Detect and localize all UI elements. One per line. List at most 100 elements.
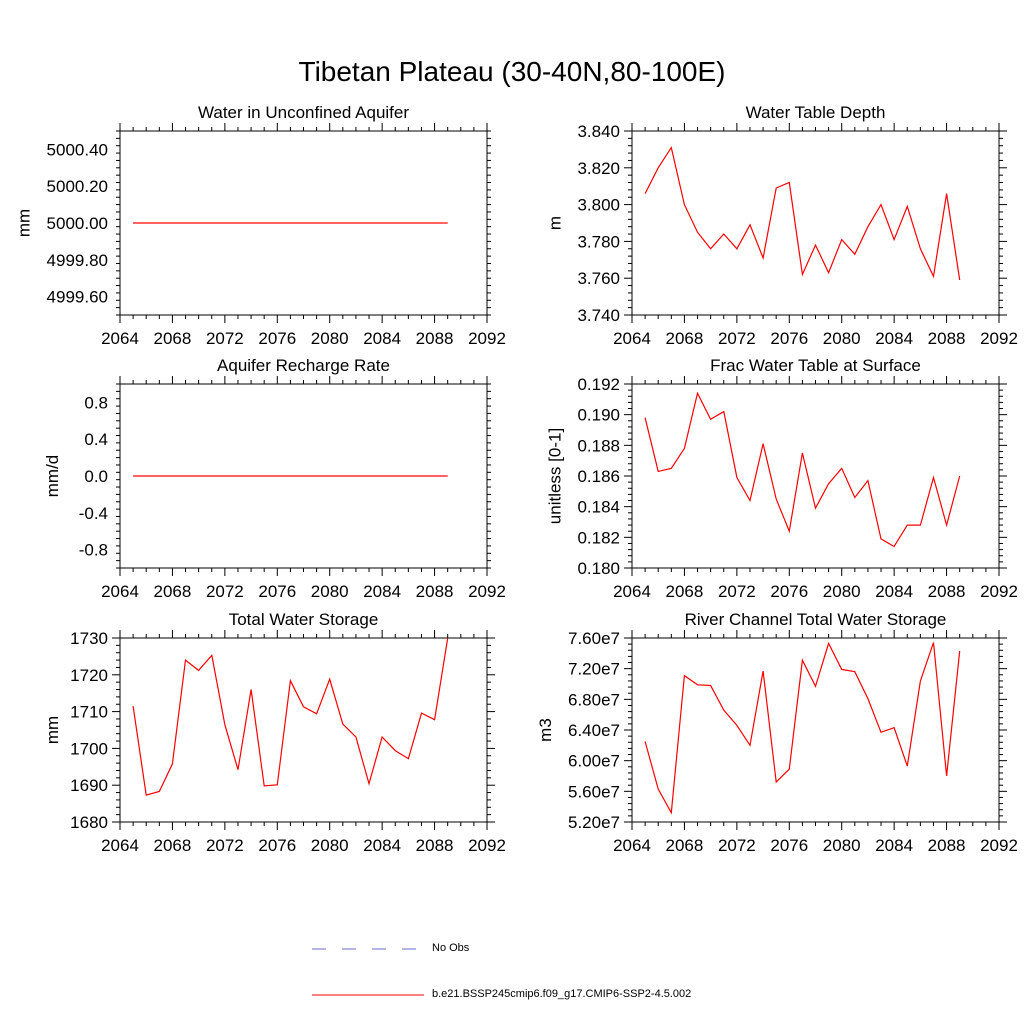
data-point: [421, 712, 423, 714]
data-point: [657, 788, 659, 790]
x-tick-label: 2092: [980, 329, 1018, 348]
y-tick-label: 3.840: [577, 122, 620, 141]
x-tick-label: 2088: [928, 329, 966, 348]
series-line: [644, 641, 961, 815]
data-point: [802, 452, 804, 454]
y-axis-label: m: [546, 216, 565, 230]
chart-title: Frac Water Table at Surface: [710, 356, 921, 375]
x-tick-label: 2088: [416, 836, 454, 855]
y-tick-label: 3.760: [577, 269, 620, 288]
y-tick-label: 5000.20: [47, 177, 108, 196]
chart-title: Water in Unconfined Aquifer: [198, 103, 409, 122]
data-point: [290, 680, 292, 682]
x-tick-label: 2080: [311, 836, 349, 855]
data-point: [355, 736, 357, 738]
y-tick-label: 6.00e7: [568, 752, 620, 771]
data-point: [697, 392, 699, 394]
y-tick-label: 6.40e7: [568, 721, 620, 740]
data-point: [828, 483, 830, 485]
x-tick-label: 2092: [980, 836, 1018, 855]
data-point: [671, 468, 673, 470]
data-point: [880, 538, 882, 540]
data-point: [684, 204, 686, 206]
data-point: [447, 222, 449, 224]
y-tick-label: 5.20e7: [568, 813, 620, 832]
data-point: [263, 785, 265, 787]
data-point: [959, 279, 961, 281]
data-point: [959, 475, 961, 477]
data-point: [736, 477, 738, 479]
data-point: [867, 698, 869, 700]
data-point: [933, 642, 935, 644]
y-axis-label: mm/d: [43, 455, 62, 498]
data-point: [802, 274, 804, 276]
data-point: [697, 684, 699, 686]
y-tick-label: 0.4: [84, 430, 108, 449]
data-point: [920, 248, 922, 250]
chart-panel-3: Aquifer Recharge Rate 2064 2068 2072 2076 208…: [43, 356, 506, 601]
x-tick-label: 2076: [258, 582, 296, 601]
data-point: [224, 724, 226, 726]
y-tick-label: 5.60e7: [568, 782, 620, 801]
x-tick-label: 2076: [770, 582, 808, 601]
x-tick-label: 2064: [101, 329, 139, 348]
x-tick-label: 2072: [206, 836, 244, 855]
data-point: [368, 783, 370, 785]
data-point: [316, 713, 318, 715]
data-point: [788, 768, 790, 770]
data-point: [867, 480, 869, 482]
data-point: [198, 670, 200, 672]
x-tick-label: 2084: [875, 582, 913, 601]
x-tick-label: 2080: [823, 836, 861, 855]
plot-frame: [631, 130, 1000, 316]
data-point: [775, 498, 777, 500]
plot-frame: [119, 637, 488, 823]
data-point: [867, 226, 869, 228]
x-tick-label: 2068: [154, 582, 192, 601]
y-tick-label: 4999.80: [47, 251, 108, 270]
data-point: [723, 411, 725, 413]
data-point: [657, 167, 659, 169]
plot-frame: [631, 383, 1000, 569]
data-point: [749, 745, 751, 747]
series-line: [644, 391, 961, 548]
chart-panel-4: Frac Water Table at Surface 2064 2068 2072 2…: [546, 356, 1018, 601]
y-tick-label: -0.4: [79, 504, 108, 523]
data-point: [749, 500, 751, 502]
y-tick-label: 3.780: [577, 232, 620, 251]
chart-title: Aquifer Recharge Rate: [217, 356, 390, 375]
legend: [312, 948, 424, 996]
plot-frame: [631, 637, 1000, 823]
data-point: [788, 530, 790, 532]
data-point: [946, 524, 948, 526]
x-tick-label: 2084: [363, 582, 401, 601]
x-tick-label: 2088: [416, 582, 454, 601]
data-point: [303, 706, 305, 708]
y-tick-label: 6.80e7: [568, 690, 620, 709]
data-point: [841, 239, 843, 241]
chart-panel-2: Water Table Depth 2064 2068 2072 2076 2080 208…: [546, 103, 1018, 348]
data-point: [657, 471, 659, 473]
x-tick-label: 2072: [718, 582, 756, 601]
x-tick-label: 2088: [928, 582, 966, 601]
y-tick-label: 0.8: [84, 393, 108, 412]
data-point: [185, 659, 187, 661]
data-point: [946, 775, 948, 777]
data-point: [329, 678, 331, 680]
x-tick-label: 2064: [101, 836, 139, 855]
data-point: [893, 546, 895, 548]
data-point: [276, 784, 278, 786]
y-axis-label: m3: [536, 718, 555, 742]
data-point: [828, 643, 830, 645]
data-point: [828, 272, 830, 274]
series-line: [132, 637, 449, 796]
x-tick-label: 2092: [980, 582, 1018, 601]
x-tick-label: 2076: [770, 329, 808, 348]
x-tick-label: 2080: [823, 582, 861, 601]
data-point: [815, 686, 817, 688]
y-tick-label: 3.740: [577, 306, 620, 325]
y-axis-label: mm: [43, 716, 62, 744]
y-axis-label: mm: [15, 209, 34, 237]
page-title: Tibetan Plateau (30-40N,80-100E): [298, 56, 726, 87]
